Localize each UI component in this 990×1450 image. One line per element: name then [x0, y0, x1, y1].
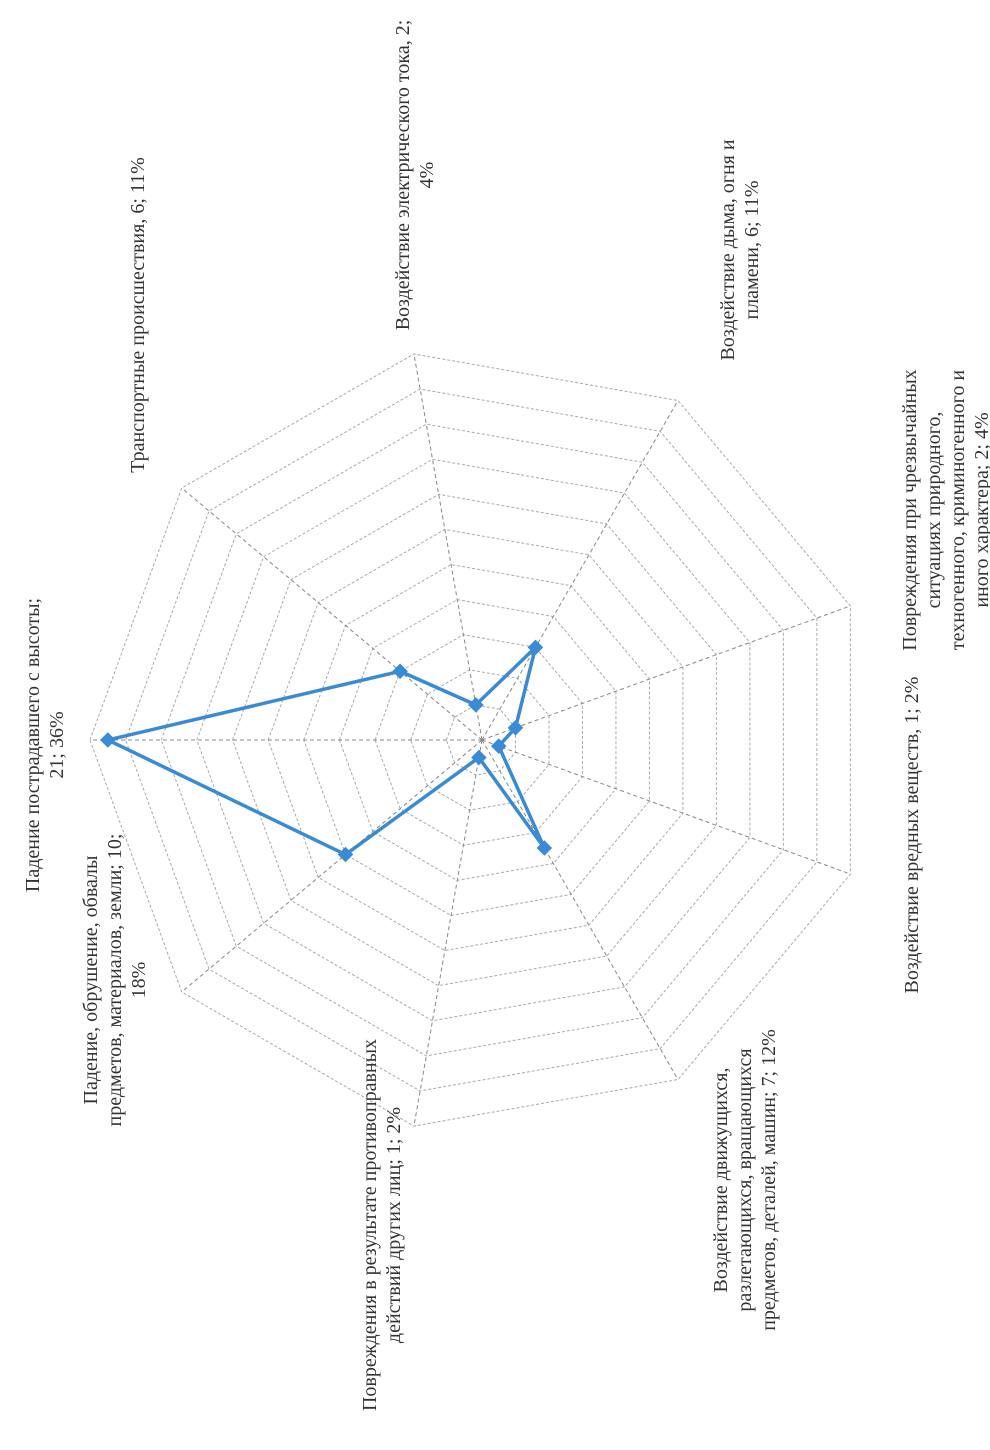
data-point [392, 663, 408, 680]
grid-ring [160, 423, 784, 1057]
category-label: Повреждения в результате противоправных … [359, 1038, 405, 1412]
category-label: Падение пострадавшего с высоты; 21; 36% [22, 597, 68, 893]
axis-line [181, 739, 483, 993]
category-label: Падение, обрушение, обвалы предметов, ма… [80, 833, 150, 1127]
axis-line [481, 605, 851, 741]
grid-ring [196, 458, 751, 1022]
axis-line [413, 739, 483, 1127]
category-label: Воздействие вредных веществ, 1; 2% [901, 676, 923, 994]
grid-ring [89, 353, 851, 1127]
grid-ring [125, 388, 818, 1092]
data-point [536, 840, 553, 856]
grid-ring [232, 493, 717, 987]
grid-ring [338, 599, 617, 881]
category-label: Воздействие движущихся, разлетающихся, в… [710, 1029, 780, 1331]
axis-line [481, 400, 679, 741]
axis-line [481, 739, 851, 875]
axis-line [413, 353, 483, 741]
grid-ring [267, 528, 684, 952]
data-point [527, 639, 544, 656]
category-label: Воздействие электрического тока, 2; 4% [392, 19, 438, 331]
data-point [100, 732, 116, 748]
data-point [507, 720, 524, 736]
category-label: Транспортные происшествия, 6; 11% [127, 157, 149, 473]
grid-ring [410, 669, 550, 811]
axis-line [181, 487, 483, 741]
axis-line [481, 739, 679, 1080]
grid-ring [303, 564, 650, 916]
category-label: Повреждения при чрезвычайных ситуациях п… [899, 369, 990, 651]
data-line [106, 645, 547, 857]
category-label: Воздействие дыма, огня и пламени, 6; 11% [717, 139, 763, 361]
